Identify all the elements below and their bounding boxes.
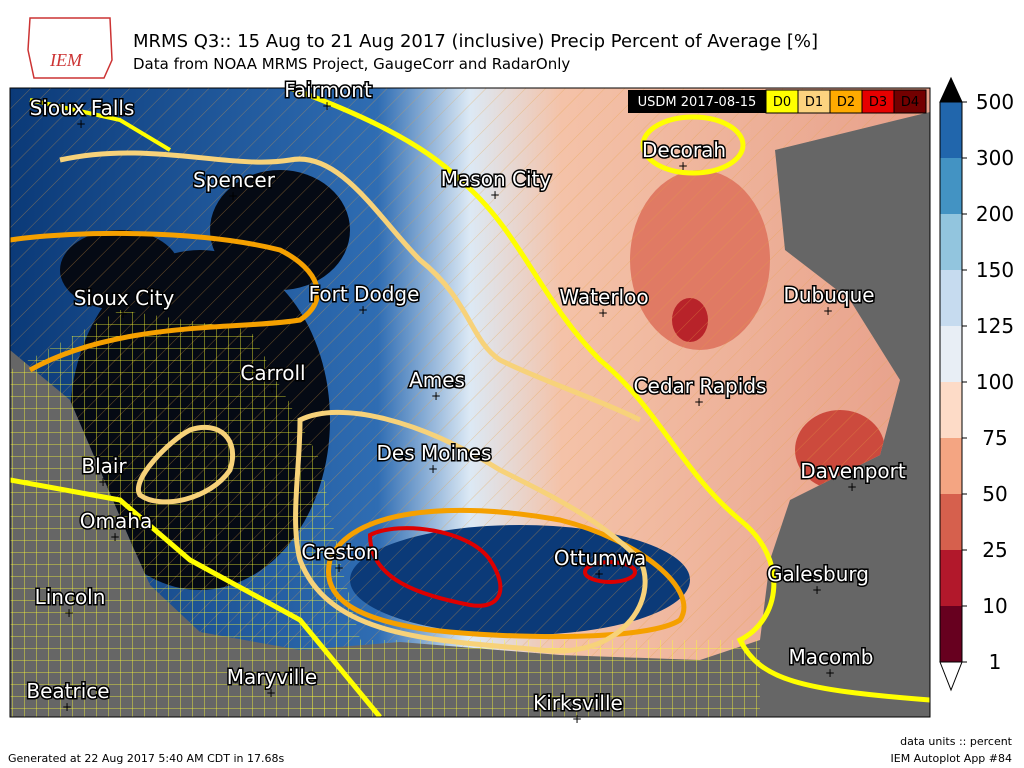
city-label: Spencer [193,168,276,192]
colorbar-segment [940,494,962,550]
city-label: Blair [81,454,127,478]
colorbar-tick-label: 150 [976,258,1014,282]
colorbar-tick-label: 50 [982,482,1007,506]
generated-note: Generated at 22 Aug 2017 5:40 AM CDT in … [8,752,284,765]
city-label: Lincoln [35,585,106,609]
city-labels: Sioux Falls+Fairmont+Mason City+Decorah+… [25,77,907,727]
city-label: Maryville [227,665,317,689]
city-marker: + [64,606,74,620]
city-label: Omaha [80,509,152,533]
subtitle: Data from NOAA MRMS Project, GaugeCorr a… [133,55,570,73]
city-marker: + [228,189,238,203]
drought-label: D1 [805,95,823,110]
city-marker: + [62,700,72,714]
app-note: IEM Autoplot App #84 [891,752,1013,765]
city-marker: + [694,395,704,409]
city-marker: + [847,480,857,494]
city-marker: + [110,530,120,544]
drought-label: D2 [837,95,855,110]
colorbar-tick-label: 75 [982,426,1007,450]
colorbar-tick-label: 500 [976,90,1014,114]
colorbar-segment [940,326,962,382]
city-label: Galesburg [767,562,869,586]
city-marker: + [76,117,86,131]
city-label: Decorah [642,138,726,162]
drought-legend-title: USDM 2017-08-15 [638,95,757,110]
city-marker: + [598,306,608,320]
map [10,88,930,717]
drought-swatch [893,89,927,114]
city-marker: + [358,303,368,317]
colorbar-segment [940,550,962,606]
city-marker: + [431,389,441,403]
drought-label: D4 [901,95,919,110]
city-label: Dubuque [783,283,874,307]
colorbar-tick-label: 1 [989,650,1002,674]
city-label: Fairmont [284,78,372,102]
city-label: Ottumwa [554,546,646,570]
city-label: Mason City [441,167,552,191]
colorbar-tick-label: 300 [976,146,1014,170]
city-marker: + [322,99,332,113]
city-marker: + [678,159,688,173]
city-marker: + [594,567,604,581]
city-label: Cedar Rapids [634,374,767,398]
drought-label: D3 [869,95,887,110]
city-marker: + [98,475,108,489]
logo-text: IEM [49,50,83,70]
city-label: Fort Dodge [309,282,420,306]
units-note: data units :: percent [900,735,1013,748]
colorbar-segment [940,270,962,326]
city-label: Kirksville [533,691,623,715]
city-label: Sioux City [74,286,175,310]
colorbar-tick-label: 100 [976,370,1014,394]
colorbar-tick-label: 125 [976,314,1014,338]
city-marker: + [118,307,128,321]
colorbar-tick-label: 200 [976,202,1014,226]
colorbar-segment [940,102,962,158]
city-label: Beatrice [26,679,109,703]
city-marker: + [428,462,438,476]
colorbar-segment [940,438,962,494]
city-label: Des Moines [377,441,492,465]
city-label: Waterloo [559,285,648,309]
colorbar-tick-label: 10 [982,594,1007,618]
city-label: Carroll [240,361,305,385]
logo: IEM [27,17,113,79]
city-marker: + [490,188,500,202]
city-marker: + [572,712,582,726]
city-marker: + [823,304,833,318]
city-label: Ames [409,368,465,392]
colorbar-segment [940,158,962,214]
colorbar-segment [940,214,962,270]
city-marker: + [334,561,344,575]
colorbar: 1 10 25 50 75 100 125 150 200 300 500 [939,76,1014,692]
drought-label: D0 [773,95,791,110]
colorbar-segment [940,382,962,438]
city-marker: + [267,382,277,396]
city-label: Sioux Falls [30,96,135,120]
city-label: Davenport [800,459,906,483]
colorbar-segment [940,606,962,662]
city-marker: + [825,666,835,680]
title: MRMS Q3:: 15 Aug to 21 Aug 2017 (inclusi… [133,31,818,52]
colorbar-tick-label: 25 [982,538,1007,562]
drought-legend: USDM 2017-08-15 D0 D1 D2 D3 D4 [628,89,927,114]
city-marker: + [266,686,276,700]
city-label: Creston [301,540,378,564]
city-label: Macomb [789,645,874,669]
map-frame [9,87,931,718]
city-marker: + [812,583,822,597]
